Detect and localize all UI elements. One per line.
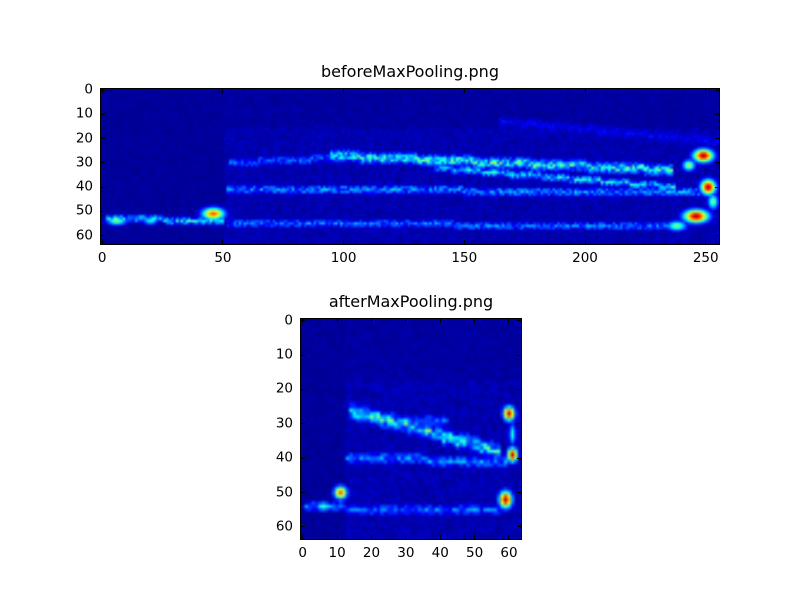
y-tick-label: 60 [75, 227, 93, 244]
y-tick-mark [301, 492, 305, 494]
y-tick-mark [517, 423, 521, 425]
y-tick-label: 0 [284, 312, 293, 329]
x-tick-label: 60 [500, 545, 518, 561]
y-tick-mark [101, 186, 105, 188]
y-tick-label: 20 [275, 380, 293, 397]
y-tick-label: 30 [75, 154, 93, 171]
y-tick-label: 10 [75, 105, 93, 122]
x-tick-mark [474, 535, 476, 539]
y-tick-mark [517, 492, 521, 494]
x-tick-mark [302, 535, 304, 539]
chart-title-before: beforeMaxPooling.png [321, 62, 499, 81]
y-tick-mark [101, 113, 105, 115]
x-tick-label: 20 [362, 545, 381, 561]
x-tick-label: 100 [330, 250, 357, 266]
x-tick-label: 200 [572, 250, 598, 266]
y-tick-mark [517, 388, 521, 390]
x-tick-label: 0 [298, 545, 308, 561]
chart-title-after: afterMaxPooling.png [328, 292, 494, 311]
x-tick-mark [584, 89, 586, 93]
x-tick-mark [405, 319, 407, 323]
x-tick-label: 0 [97, 250, 107, 266]
x-tick-label: 250 [692, 250, 719, 266]
x-tick-mark [705, 89, 707, 93]
y-tick-mark [715, 186, 719, 188]
heatmap-before-image [101, 89, 719, 244]
x-tick-mark [405, 535, 407, 539]
x-tick-mark [343, 240, 345, 244]
y-tick-mark [301, 354, 305, 356]
y-tick-label: 40 [275, 449, 293, 466]
x-tick-mark [439, 319, 441, 323]
y-tick-mark [301, 423, 305, 425]
y-tick-label: 20 [75, 130, 93, 147]
y-tick-mark [301, 320, 305, 322]
x-tick-mark [474, 319, 476, 323]
x-tick-mark [336, 319, 338, 323]
y-tick-mark [301, 526, 305, 528]
y-tick-mark [715, 89, 719, 91]
x-tick-mark [336, 535, 338, 539]
y-tick-label: 30 [275, 415, 293, 432]
x-tick-mark [343, 89, 345, 93]
y-tick-mark [517, 354, 521, 356]
x-tick-label: 10 [328, 545, 346, 561]
y-tick-label: 60 [275, 518, 293, 535]
x-tick-mark [222, 89, 224, 93]
x-tick-mark [463, 240, 465, 244]
x-tick-mark [439, 535, 441, 539]
heatmap-after-image [301, 319, 521, 539]
y-tick-mark [101, 138, 105, 140]
x-tick-label: 50 [214, 250, 232, 266]
axes-before [100, 88, 720, 245]
x-tick-label: 30 [397, 545, 415, 561]
y-tick-label: 0 [84, 81, 93, 98]
y-tick-mark [101, 89, 105, 91]
x-tick-mark [101, 240, 103, 244]
y-tick-mark [101, 162, 105, 164]
x-tick-mark [508, 319, 510, 323]
axes-after [300, 318, 522, 540]
x-tick-mark [222, 240, 224, 244]
y-tick-mark [517, 457, 521, 459]
y-tick-mark [715, 235, 719, 237]
y-tick-label: 50 [75, 202, 93, 219]
y-tick-mark [301, 457, 305, 459]
y-tick-mark [715, 210, 719, 212]
x-tick-mark [463, 89, 465, 93]
x-tick-label: 50 [466, 545, 484, 561]
x-tick-mark [370, 319, 372, 323]
x-tick-mark [370, 535, 372, 539]
x-tick-mark [584, 240, 586, 244]
y-tick-mark [517, 526, 521, 528]
y-tick-mark [301, 388, 305, 390]
y-tick-mark [715, 162, 719, 164]
y-tick-label: 50 [275, 484, 293, 501]
x-tick-mark [705, 240, 707, 244]
x-tick-label: 150 [451, 250, 478, 266]
y-tick-label: 40 [75, 178, 93, 195]
y-tick-mark [101, 235, 105, 237]
y-tick-mark [517, 320, 521, 322]
y-tick-mark [715, 113, 719, 115]
x-tick-label: 40 [431, 545, 449, 561]
x-tick-mark [508, 535, 510, 539]
x-tick-mark [101, 89, 103, 93]
y-tick-mark [101, 210, 105, 212]
y-tick-label: 10 [275, 346, 293, 363]
y-tick-mark [715, 138, 719, 140]
